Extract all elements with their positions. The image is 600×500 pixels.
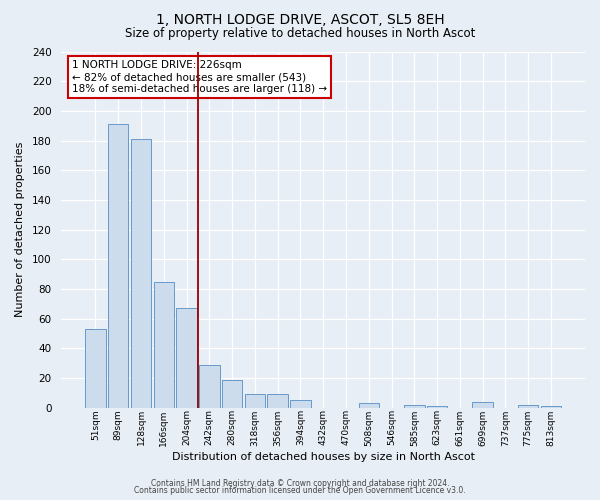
Bar — [290, 400, 311, 408]
Bar — [108, 124, 128, 408]
Bar — [427, 406, 448, 408]
Bar — [404, 405, 425, 408]
Bar — [199, 364, 220, 408]
Text: Contains public sector information licensed under the Open Government Licence v3: Contains public sector information licen… — [134, 486, 466, 495]
Text: Size of property relative to detached houses in North Ascot: Size of property relative to detached ho… — [125, 28, 475, 40]
Bar — [359, 404, 379, 408]
Bar — [245, 394, 265, 408]
Bar — [268, 394, 288, 408]
Bar — [154, 282, 174, 408]
Y-axis label: Number of detached properties: Number of detached properties — [15, 142, 25, 318]
X-axis label: Distribution of detached houses by size in North Ascot: Distribution of detached houses by size … — [172, 452, 475, 462]
Bar — [131, 139, 151, 408]
Bar — [222, 380, 242, 408]
Text: 1 NORTH LODGE DRIVE: 226sqm
← 82% of detached houses are smaller (543)
18% of se: 1 NORTH LODGE DRIVE: 226sqm ← 82% of det… — [72, 60, 327, 94]
Bar — [518, 405, 538, 408]
Bar — [541, 406, 561, 408]
Bar — [85, 329, 106, 408]
Text: Contains HM Land Registry data © Crown copyright and database right 2024.: Contains HM Land Registry data © Crown c… — [151, 478, 449, 488]
Text: 1, NORTH LODGE DRIVE, ASCOT, SL5 8EH: 1, NORTH LODGE DRIVE, ASCOT, SL5 8EH — [155, 12, 445, 26]
Bar — [472, 402, 493, 408]
Bar — [176, 308, 197, 408]
